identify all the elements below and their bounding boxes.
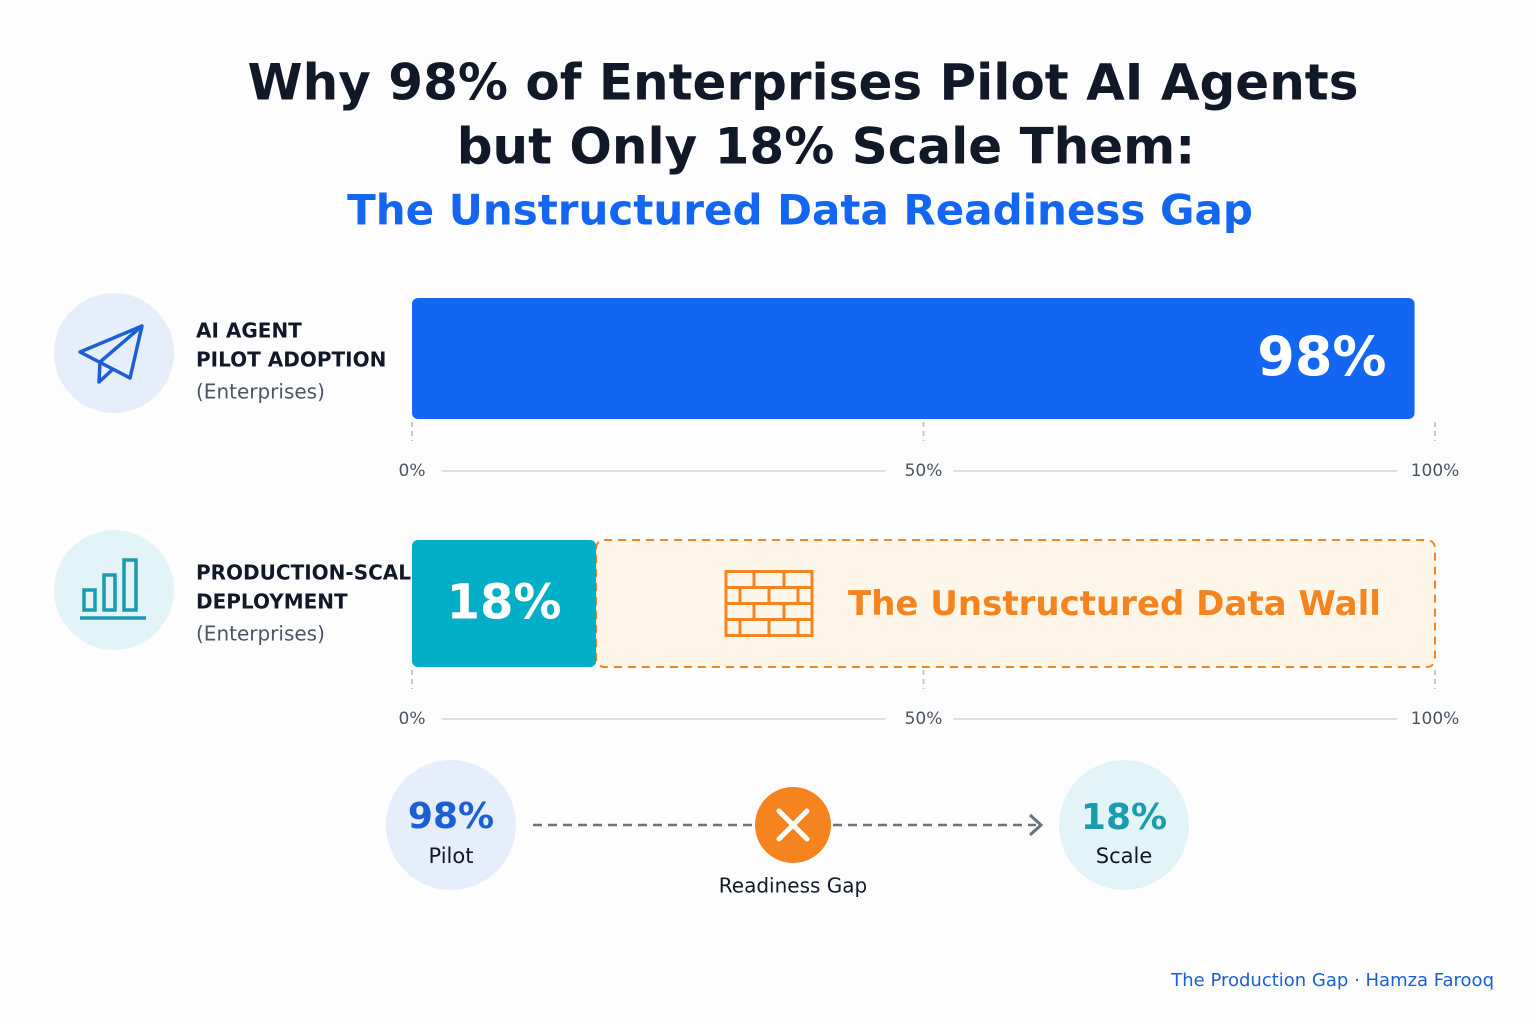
bar-label: AI AGENT [196,319,302,343]
wall-icon [724,570,814,637]
x-tick-label: 100% [1411,461,1460,481]
bar-label: PRODUCTION-SCALE [196,561,425,585]
title-line: Why 98% of Enterprises Pilot AI Agents [248,54,1359,112]
flow-arrow [1028,813,1044,837]
paper-plane-icon [78,324,144,384]
bar-label: PILOT ADOPTION [196,348,386,372]
bar [412,540,597,667]
flow-middle: Readiness Gap [719,874,867,898]
gap-x [776,808,810,842]
footer: The Production Gap · Hamza Farooq [1170,970,1494,991]
x-tick-label: 0% [399,709,426,729]
flow-label: Scale [1096,844,1153,868]
value-label: 98% [1257,325,1386,388]
value-label: 18% [447,575,562,631]
icon-circle [54,293,174,413]
title-line: but Only 18% Scale Them: [457,118,1196,176]
flow-label: Pilot [429,844,474,868]
flow-value: 98% [408,796,494,837]
bar-chart-icon [80,558,146,620]
bar-label: DEPLOYMENT [196,590,348,614]
bar-sublabel: (Enterprises) [196,622,325,646]
bar [412,298,1415,419]
x-tick-label: 50% [905,461,943,481]
bar-sublabel: (Enterprises) [196,380,325,404]
flow-value: 18% [1081,797,1167,838]
x-tick-label: 50% [905,709,943,729]
flow-circle [386,760,516,890]
annotation: The Unstructured Data Wall [848,584,1381,624]
subtitle: The Unstructured Data Readiness Gap [347,186,1253,235]
x-tick-label: 0% [399,461,426,481]
flow-circle [1059,760,1189,890]
x-tick-label: 100% [1411,709,1460,729]
